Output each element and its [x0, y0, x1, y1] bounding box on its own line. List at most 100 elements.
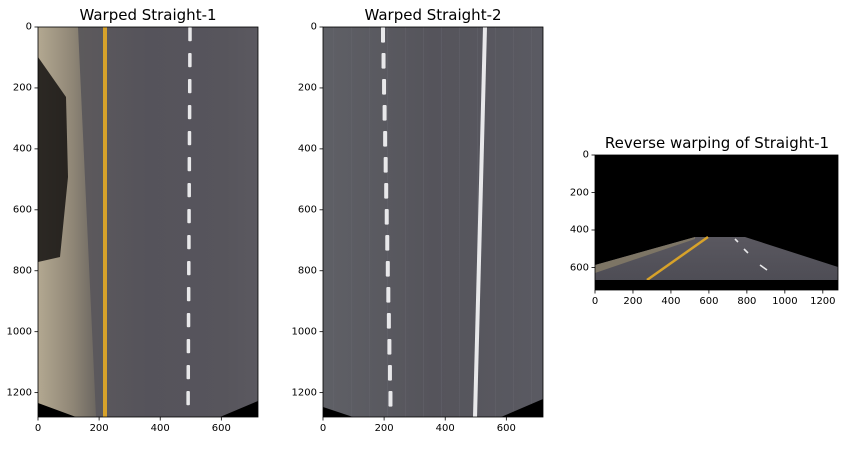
panel-2-title: Warped Straight-2 [364, 6, 502, 24]
y-tick-label: 200 [569, 187, 589, 198]
yellow-lane-line [646, 235, 709, 282]
x-tick-label: 800 [737, 296, 757, 307]
white-lane-dash [386, 287, 391, 303]
panel-3-frame [594, 154, 839, 291]
road-streak [441, 27, 442, 417]
panel-3-image [591, 154, 839, 294]
white-lane-dash [187, 79, 192, 94]
road-streak [513, 27, 514, 417]
y-tick-label: 200 [297, 82, 317, 94]
x-tick-label: 200 [623, 296, 643, 307]
white-lane-dash [759, 264, 768, 271]
white-lane-dash [186, 313, 191, 328]
road-streak [495, 27, 496, 417]
white-lane-dash [187, 235, 191, 250]
white-lane-dash [384, 209, 389, 225]
white-lane-dash [385, 261, 390, 277]
white-lane-dash [187, 157, 192, 172]
y-tick-label: 400 [569, 224, 589, 236]
white-lane-dash [743, 248, 749, 254]
bottom-left-mask [38, 403, 76, 417]
x-tick-label: 400 [435, 423, 455, 434]
shadow-area [38, 57, 68, 262]
white-lane-dash [382, 105, 387, 121]
white-lane-dash [186, 339, 191, 354]
x-tick-label: 600 [699, 296, 719, 307]
white-lane-dash [188, 27, 192, 42]
road-streak [423, 27, 424, 417]
white-lane-dash [382, 79, 387, 95]
x-tick-label: 400 [150, 423, 170, 434]
y-tick-label: 600 [569, 262, 589, 273]
panel-1-frame [37, 26, 259, 418]
x-tick-label: 0 [319, 423, 327, 434]
bottom-right-mask [501, 399, 543, 417]
white-lane-dash [387, 365, 392, 381]
x-tick-label: 200 [89, 423, 109, 434]
y-tick-label: 0 [310, 21, 317, 33]
white-lane-dash [188, 53, 192, 68]
white-lane-dash [383, 131, 388, 147]
road-streak [459, 27, 460, 417]
y-tick-label: 1000 [6, 326, 32, 338]
y-tick-label: 1200 [291, 387, 317, 399]
white-lane-dash [187, 183, 191, 198]
white-lane-dash [387, 339, 392, 355]
panel-2-image [319, 26, 544, 421]
panel-1-image [34, 26, 259, 421]
road-streak [531, 27, 532, 417]
white-lane-dash [388, 391, 393, 407]
x-tick-label: 200 [374, 423, 394, 434]
road-streak [333, 27, 334, 417]
y-tick-label: 600 [297, 204, 317, 216]
y-tick-label: 1000 [291, 326, 317, 338]
white-lane-dash [386, 313, 391, 329]
white-lane-dash [381, 53, 386, 69]
y-tick-label: 0 [582, 149, 589, 161]
bottom-mask [595, 280, 838, 290]
road-surface [323, 27, 543, 417]
x-tick-label: 0 [34, 423, 42, 434]
y-tick-label: 800 [297, 265, 317, 277]
white-lane-dash [186, 365, 191, 380]
x-tick-label: 400 [661, 296, 681, 307]
x-tick-label: 1000 [772, 296, 798, 307]
y-tick-label: 400 [297, 143, 317, 155]
x-tick-label: 0 [591, 296, 599, 307]
road-shoulder [595, 237, 695, 273]
road-streak [477, 27, 478, 417]
white-lane-dash [186, 391, 190, 406]
white-lane-dash [186, 287, 191, 302]
white-lane-dash [383, 157, 388, 173]
y-tick-label: 1200 [6, 387, 32, 399]
white-lane-dash [734, 238, 739, 243]
x-tick-label: 600 [211, 423, 231, 434]
y-tick-label: 600 [12, 204, 32, 216]
white-lane-dash [187, 209, 191, 224]
panel-3-title: Reverse warping of Straight-1 [604, 134, 830, 152]
road-streak [351, 27, 352, 417]
white-lane-dash [381, 27, 385, 43]
y-tick-label: 200 [12, 82, 32, 94]
white-lane-dash [187, 105, 192, 120]
white-lane-dash [384, 183, 389, 199]
white-lane-line [473, 27, 487, 417]
road-streak [405, 27, 406, 417]
yellow-lane-line [103, 27, 107, 417]
road-surface [595, 237, 838, 280]
x-tick-label: 1200 [810, 296, 836, 307]
bottom-right-mask [220, 401, 258, 417]
y-tick-label: 400 [12, 143, 32, 155]
bottom-left-mask [323, 407, 353, 417]
white-lane-dash [187, 261, 191, 276]
y-tick-label: 800 [12, 265, 32, 277]
white-lane-dash [385, 235, 390, 251]
panel-2-frame [322, 26, 544, 418]
road-streak [369, 27, 370, 417]
panel-1-title: Warped Straight-1 [79, 6, 217, 24]
x-tick-label: 600 [496, 423, 516, 434]
y-tick-label: 0 [25, 21, 32, 33]
white-lane-dash [187, 131, 192, 146]
